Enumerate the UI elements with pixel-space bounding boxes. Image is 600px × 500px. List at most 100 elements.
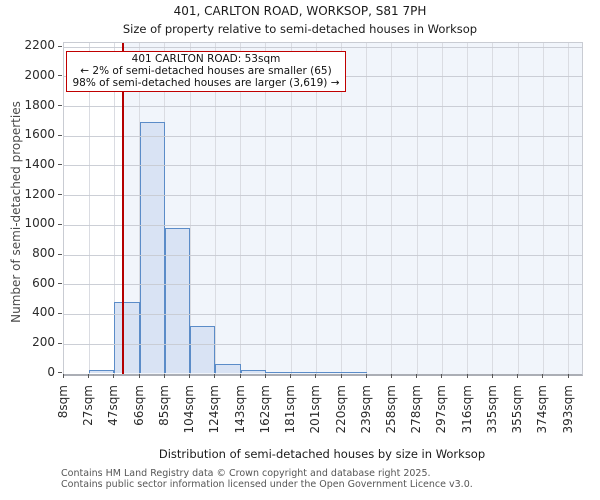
y-tick-label: 600 bbox=[32, 275, 55, 290]
y-tick-label: 1400 bbox=[24, 156, 55, 171]
x-tick-label-text: 278sqm bbox=[409, 385, 424, 434]
x-tick-label-text: 220sqm bbox=[333, 385, 348, 434]
x-axis-label: Distribution of semi-detached houses by … bbox=[158, 447, 486, 461]
x-tick-mark bbox=[567, 374, 569, 378]
x-tick-mark bbox=[441, 374, 443, 378]
x-tick-label-text: 316sqm bbox=[459, 385, 474, 434]
vertical-gridline bbox=[189, 43, 191, 374]
vertical-gridline bbox=[492, 43, 494, 374]
vertical-gridline bbox=[341, 43, 343, 374]
x-tick-label-text: 66sqm bbox=[131, 385, 146, 426]
x-tick-label-text: 239sqm bbox=[358, 385, 373, 434]
x-tick-label-text: 143sqm bbox=[232, 385, 247, 434]
horizontal-gridline bbox=[64, 165, 582, 167]
vertical-gridline bbox=[290, 43, 292, 374]
annotation-line-2: ← 2% of semi-detached houses are smaller… bbox=[80, 65, 332, 77]
x-tick-label-text: 85sqm bbox=[156, 385, 171, 426]
y-tick-mark bbox=[58, 372, 62, 374]
histogram-bar bbox=[215, 363, 241, 374]
x-tick-mark bbox=[340, 374, 342, 378]
y-tick-mark bbox=[58, 164, 62, 166]
y-tick-label: 800 bbox=[32, 246, 55, 261]
footer-attribution-1: Contains HM Land Registry data © Crown c… bbox=[61, 468, 431, 479]
histogram-bar bbox=[240, 369, 266, 374]
x-tick-mark bbox=[517, 374, 519, 378]
vertical-gridline bbox=[113, 43, 115, 374]
horizontal-gridline bbox=[64, 106, 582, 108]
y-tick-label: 1800 bbox=[24, 97, 55, 112]
histogram-bar bbox=[114, 302, 140, 374]
vertical-gridline bbox=[416, 43, 418, 374]
y-tick-label: 400 bbox=[32, 305, 55, 320]
x-tick-mark bbox=[365, 374, 367, 378]
x-tick-mark bbox=[138, 374, 140, 378]
x-tick-label-text: 104sqm bbox=[182, 385, 197, 434]
x-tick-mark bbox=[390, 374, 392, 378]
horizontal-gridline bbox=[64, 195, 582, 197]
horizontal-gridline bbox=[64, 284, 582, 286]
y-tick-label: 1200 bbox=[24, 186, 55, 201]
histogram-bar bbox=[265, 371, 292, 374]
horizontal-gridline bbox=[64, 46, 582, 48]
y-tick-mark bbox=[58, 283, 62, 285]
y-tick-mark bbox=[58, 105, 62, 107]
vertical-gridline bbox=[391, 43, 393, 374]
x-tick-mark bbox=[466, 374, 468, 378]
y-tick-label: 1600 bbox=[24, 127, 55, 142]
vertical-gridline bbox=[265, 43, 267, 374]
y-tick-label: 1000 bbox=[24, 216, 55, 231]
x-tick-label-text: 258sqm bbox=[383, 385, 398, 434]
plot-area bbox=[63, 42, 583, 376]
y-tick-label: 2200 bbox=[24, 38, 55, 53]
x-tick-label-text: 201sqm bbox=[308, 385, 323, 434]
x-tick-mark bbox=[163, 374, 165, 378]
horizontal-gridline bbox=[64, 224, 582, 226]
y-tick-mark bbox=[58, 194, 62, 196]
histogram-bar bbox=[164, 227, 191, 374]
footer-attribution-2: Contains public sector information licen… bbox=[61, 479, 473, 490]
x-tick-mark bbox=[416, 374, 418, 378]
property-size-marker-line bbox=[121, 43, 124, 374]
horizontal-gridline bbox=[64, 343, 582, 345]
y-tick-mark bbox=[58, 134, 62, 136]
annotation-line-3: 98% of semi-detached houses are larger (… bbox=[72, 77, 340, 89]
histogram-bar bbox=[316, 371, 342, 374]
x-tick-mark bbox=[239, 374, 241, 378]
y-tick-mark bbox=[58, 75, 62, 77]
x-tick-label-text: 297sqm bbox=[434, 385, 449, 434]
x-tick-mark bbox=[315, 374, 317, 378]
x-tick-label: 393sqm bbox=[561, 380, 600, 433]
y-tick-mark bbox=[58, 342, 62, 344]
y-tick-mark bbox=[58, 223, 62, 225]
x-tick-label-text: 355sqm bbox=[510, 385, 525, 434]
x-tick-label-text: 8sqm bbox=[56, 385, 70, 419]
horizontal-gridline bbox=[64, 313, 582, 315]
horizontal-gridline bbox=[64, 135, 582, 137]
x-tick-label-text: 47sqm bbox=[106, 385, 121, 426]
x-tick-mark bbox=[290, 374, 292, 378]
y-tick-mark bbox=[58, 45, 62, 47]
x-tick-label-text: 374sqm bbox=[535, 385, 550, 434]
y-tick-mark bbox=[58, 312, 62, 314]
x-tick-mark bbox=[189, 374, 191, 378]
annotation-line-1: 401 CARLTON ROAD: 53sqm bbox=[131, 53, 281, 65]
vertical-gridline bbox=[240, 43, 242, 374]
x-tick-label-text: 335sqm bbox=[484, 385, 499, 434]
x-tick-label-text: 124sqm bbox=[207, 385, 222, 434]
x-tick-mark bbox=[542, 374, 544, 378]
x-tick-label-text: 393sqm bbox=[560, 385, 575, 434]
x-tick-label-text: 27sqm bbox=[81, 385, 96, 426]
vertical-gridline bbox=[214, 43, 216, 374]
histogram-bar bbox=[89, 369, 115, 374]
vertical-gridline bbox=[467, 43, 469, 374]
y-tick-mark bbox=[58, 253, 62, 255]
horizontal-gridline bbox=[64, 254, 582, 256]
x-tick-mark bbox=[491, 374, 493, 378]
y-tick-label: 200 bbox=[32, 335, 55, 350]
x-tick-mark bbox=[113, 374, 115, 378]
y-tick-label: 0 bbox=[47, 364, 55, 379]
vertical-gridline bbox=[542, 43, 544, 374]
histogram-bar bbox=[190, 325, 216, 374]
larger-than-property-shaded-region bbox=[122, 43, 582, 374]
